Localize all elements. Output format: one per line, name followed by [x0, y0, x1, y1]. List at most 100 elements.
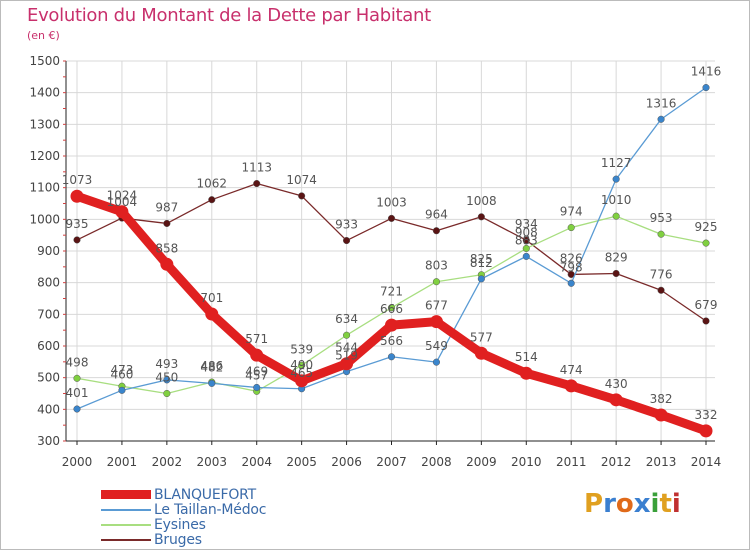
data-label: 883 — [515, 233, 538, 247]
y-tick-label: 900 — [37, 244, 60, 258]
data-point — [340, 357, 354, 371]
legend-label: Le Taillan-Médoc — [154, 501, 267, 518]
x-tick-label: 2008 — [421, 455, 452, 469]
data-point — [432, 227, 440, 235]
data-point — [564, 379, 578, 393]
x-tick-label: 2011 — [556, 455, 587, 469]
data-label: 465 — [290, 366, 313, 380]
data-point — [298, 361, 306, 369]
data-label: 908 — [515, 225, 538, 239]
data-label: 825 — [470, 252, 493, 266]
data-point — [477, 275, 485, 283]
data-label: 1127 — [601, 156, 632, 170]
data-label: 812 — [470, 256, 493, 270]
data-label: 935 — [66, 217, 89, 231]
data-point — [73, 405, 81, 413]
data-point — [298, 192, 306, 200]
data-label: 1004 — [107, 195, 138, 209]
data-point — [612, 212, 620, 220]
data-label: 858 — [155, 241, 178, 255]
data-point — [387, 304, 396, 312]
data-point — [567, 279, 575, 287]
x-tick-label: 2009 — [466, 455, 497, 469]
x-tick-label: 2000 — [62, 455, 93, 469]
data-label: 430 — [605, 377, 628, 391]
data-label: 544 — [335, 341, 358, 355]
data-point — [432, 278, 440, 286]
data-point — [208, 379, 216, 387]
data-label: 776 — [650, 267, 673, 281]
y-tick-label: 700 — [37, 307, 60, 321]
legend-item: BLANQUEFORT — [101, 487, 266, 502]
data-point — [567, 224, 575, 232]
x-tick-label: 2010 — [511, 455, 542, 469]
chart-subtitle: (en €) — [27, 29, 60, 42]
data-label: 803 — [425, 259, 448, 273]
data-label: 701 — [200, 291, 223, 305]
legend-item: Le Taillan-Médoc — [101, 502, 266, 517]
x-tick-label: 2012 — [601, 455, 632, 469]
logo-letter: o — [615, 489, 634, 519]
data-point — [73, 374, 81, 382]
logo-letter: t — [659, 489, 672, 519]
y-tick-label: 400 — [37, 402, 60, 416]
y-tick-label: 300 — [37, 434, 60, 448]
data-label: 457 — [245, 368, 268, 382]
data-point — [250, 348, 264, 362]
legend-item: Bruges — [101, 532, 266, 547]
y-tick-label: 600 — [37, 339, 60, 353]
data-label: 934 — [515, 217, 538, 231]
data-point — [163, 376, 171, 384]
logo-letter: i — [671, 489, 681, 519]
data-point — [522, 252, 530, 260]
logo-letter: i — [650, 489, 660, 519]
data-point — [654, 408, 668, 422]
data-label: 1113 — [241, 161, 272, 175]
data-point — [73, 236, 81, 244]
data-label: 987 — [155, 200, 178, 214]
legend-swatch — [101, 538, 151, 541]
data-label: 1010 — [601, 193, 632, 207]
data-label: 473 — [110, 363, 133, 377]
data-point — [115, 205, 129, 219]
x-tick-label: 2005 — [286, 455, 317, 469]
legend-label: Eysines — [154, 516, 206, 533]
data-label: 519 — [335, 349, 358, 363]
proxiti-logo: Proxiti — [584, 489, 681, 519]
data-point — [474, 346, 488, 360]
data-point — [432, 358, 440, 366]
data-point — [387, 353, 396, 361]
data-label: 1062 — [197, 177, 228, 191]
data-point — [343, 331, 351, 339]
data-label: 634 — [335, 312, 358, 326]
data-label: 1008 — [466, 194, 497, 208]
data-point — [657, 115, 665, 123]
data-label: 1416 — [691, 65, 722, 79]
data-label: 798 — [560, 260, 583, 274]
y-tick-label: 500 — [37, 371, 60, 385]
data-label: 493 — [155, 357, 178, 371]
logo-letter: P — [584, 489, 604, 519]
data-point — [118, 386, 126, 394]
data-label: 566 — [380, 334, 403, 348]
data-point — [522, 244, 530, 253]
data-label: 450 — [155, 371, 178, 385]
data-label: 666 — [380, 302, 403, 316]
logo-letter: x — [633, 489, 651, 519]
data-point — [205, 307, 219, 321]
x-tick-label: 2001 — [107, 455, 138, 469]
data-point — [385, 318, 398, 332]
y-tick-label: 1100 — [29, 181, 60, 195]
x-tick-label: 2003 — [197, 455, 228, 469]
data-label: 1073 — [62, 173, 93, 187]
legend-label: BLANQUEFORT — [154, 486, 257, 503]
x-tick-label: 2006 — [331, 455, 362, 469]
x-tick-label: 2007 — [376, 455, 407, 469]
data-point — [612, 269, 620, 278]
data-point — [70, 189, 84, 203]
data-label: 332 — [695, 408, 718, 422]
legend-item: Eysines — [101, 517, 266, 532]
data-label: 577 — [470, 330, 493, 344]
